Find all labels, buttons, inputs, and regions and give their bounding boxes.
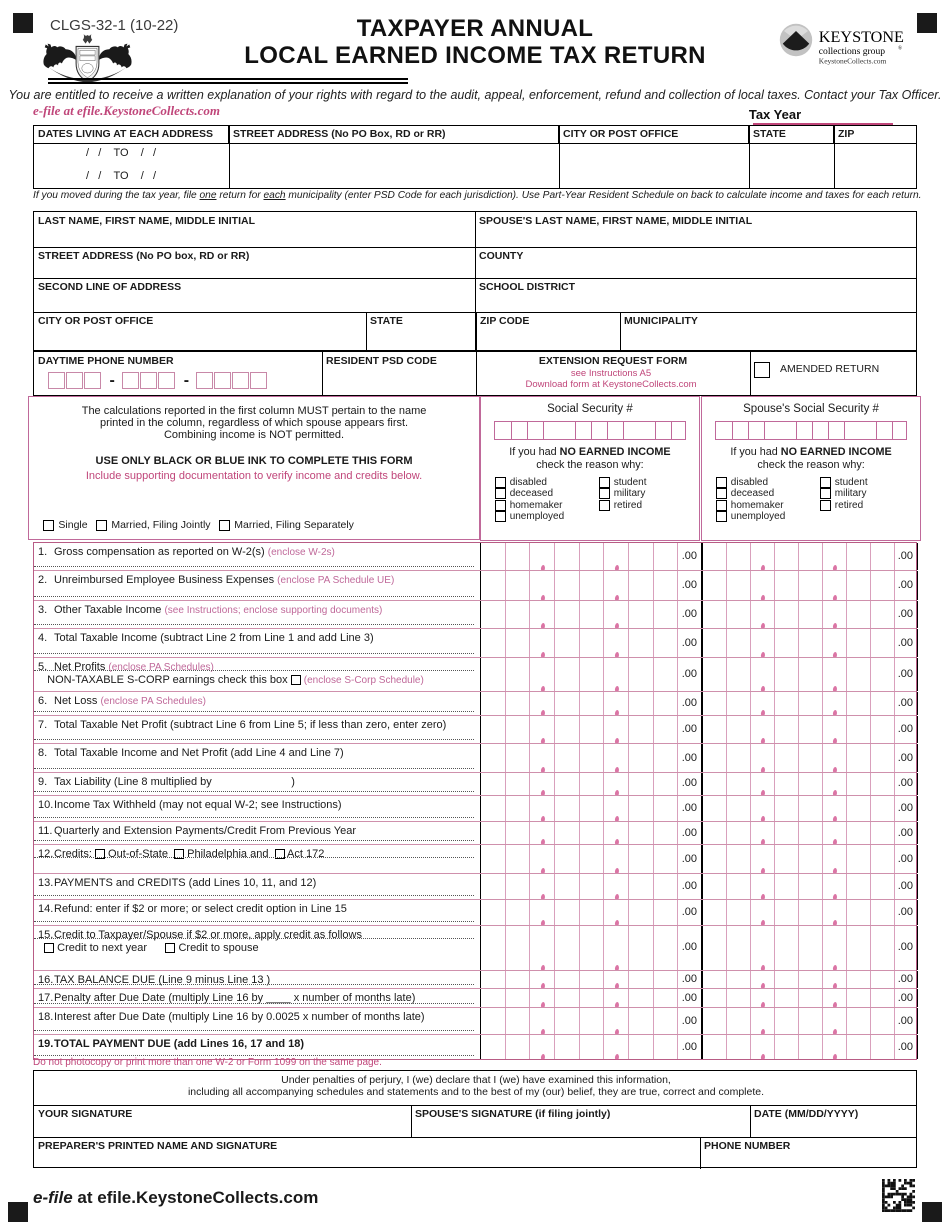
- svg-text:KEYSTONE: KEYSTONE: [819, 28, 904, 46]
- svg-text:collections group: collections group: [819, 46, 885, 57]
- svg-text:®: ®: [898, 45, 902, 52]
- svg-text:KeystoneCollects.com: KeystoneCollects.com: [819, 56, 887, 65]
